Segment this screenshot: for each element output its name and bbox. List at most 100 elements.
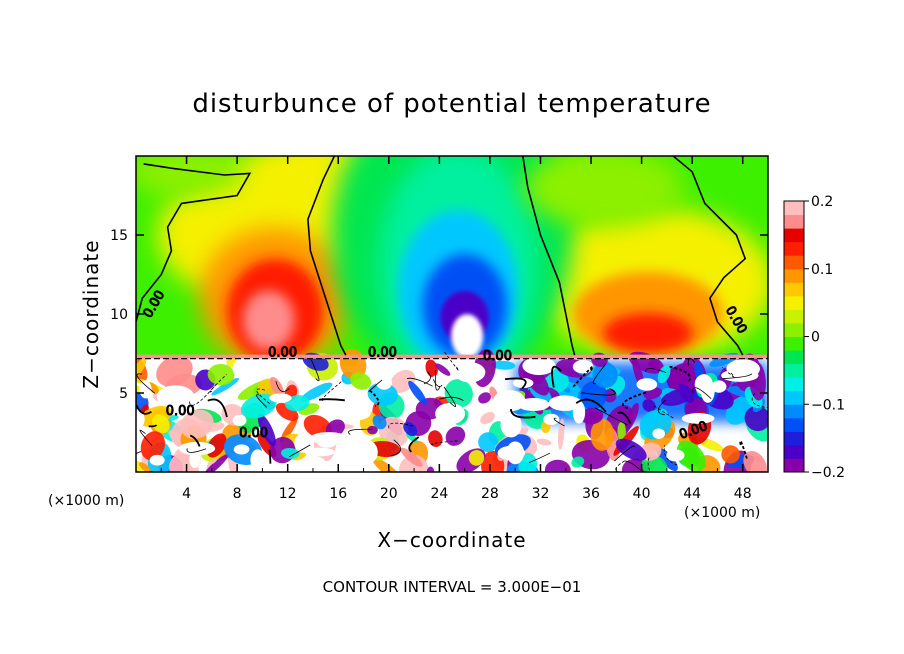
- contour-line: [307, 156, 347, 356]
- colorbar-swatch: [784, 309, 804, 324]
- colorbar-swatch: [784, 201, 804, 216]
- colorbar-swatch: [784, 255, 804, 270]
- field-blob: [201, 453, 229, 472]
- contour-line: [739, 440, 749, 461]
- x-tick-label: 40: [633, 486, 651, 502]
- field-blob: [444, 379, 473, 408]
- colorbar-swatch: [784, 390, 804, 405]
- contour-line: [311, 359, 320, 382]
- field-blob: [721, 369, 759, 382]
- field-blob: [140, 431, 166, 461]
- field-blob: [149, 454, 165, 466]
- field-blob: [493, 390, 526, 412]
- contour-line: [275, 381, 290, 392]
- x-tick-label: 48: [734, 486, 752, 502]
- upper-field: [136, 156, 768, 387]
- field-blob: [468, 450, 485, 466]
- colorbar-swatch: [784, 268, 804, 283]
- field-blob: [656, 447, 678, 472]
- contour-line: [622, 391, 647, 410]
- field-blob: [304, 447, 335, 457]
- x-tick-label: 32: [532, 486, 550, 502]
- contour-line: [207, 398, 228, 418]
- x-axis-label: X−coordinate: [377, 528, 526, 552]
- contour-line: [645, 368, 667, 373]
- field-blob: [648, 359, 661, 370]
- contour-line: [390, 439, 402, 457]
- contour-line: [692, 387, 712, 399]
- field-blob: [592, 362, 618, 388]
- field-blob: [139, 380, 152, 399]
- colorbar-swatch: [784, 444, 804, 459]
- field-blob: [136, 357, 147, 382]
- contour-line: [136, 163, 252, 323]
- contour-line: [189, 434, 201, 447]
- chart-title: disturbunce of potential temperature: [192, 89, 711, 119]
- colorbar-swatch: [784, 404, 804, 419]
- field-blob: [500, 412, 522, 438]
- field-blob: [136, 156, 247, 197]
- contour-line: [289, 444, 311, 458]
- field-blob: [571, 456, 585, 468]
- contour-line: [136, 404, 152, 415]
- colorbar-tick-label: 0.2: [811, 194, 833, 210]
- field-blob: [512, 378, 534, 389]
- contour-line: [722, 373, 753, 380]
- lower-field: [136, 348, 768, 472]
- interface-band: [136, 354, 768, 359]
- contour-line: [553, 417, 565, 427]
- contour-line: [189, 382, 218, 406]
- field-blob: [681, 413, 715, 424]
- field-blob: [676, 440, 706, 472]
- colorbar-swatch: [784, 214, 804, 229]
- field-blob: [281, 447, 300, 459]
- field-blob: [603, 388, 617, 403]
- field-blob: [367, 425, 378, 435]
- colorbar-swatch: [784, 458, 804, 473]
- field-blob: [390, 369, 416, 393]
- colorbar-swatch: [784, 322, 804, 337]
- field-blob: [269, 376, 285, 398]
- colorbar-tick-label: 0.1: [811, 262, 833, 278]
- x-tick-label: 4: [182, 486, 191, 502]
- field-blob: [310, 432, 348, 445]
- x-tick-label: 36: [582, 486, 600, 502]
- contour-line: [575, 398, 607, 413]
- field-blob: [294, 433, 312, 453]
- field-blob: [152, 414, 170, 434]
- field-blob: [590, 418, 615, 451]
- contour-line: [721, 367, 735, 378]
- contour-line: [320, 379, 344, 402]
- field-blob: [180, 409, 214, 439]
- contour-line: [504, 377, 527, 390]
- field-blob: [257, 413, 276, 447]
- x-tick-label: 28: [481, 486, 499, 502]
- contour-line: [434, 369, 441, 391]
- contour-line: [443, 350, 460, 372]
- field-blob: [678, 383, 695, 403]
- x-tick-label: 8: [233, 486, 242, 502]
- contour-line: [647, 457, 652, 472]
- x-tick-label: 44: [683, 486, 701, 502]
- contour-line: [256, 388, 271, 405]
- field-blob: [694, 374, 713, 395]
- field-blob: [478, 432, 498, 452]
- field-blob: [615, 438, 647, 461]
- field-blob: [572, 359, 594, 374]
- x-unit-right: (×1000 m): [684, 505, 760, 521]
- contour-line: [622, 460, 644, 472]
- field-blob: [435, 363, 451, 376]
- contour-line: [595, 407, 628, 426]
- x-tick-label: 12: [279, 486, 297, 502]
- field-blob: [211, 377, 240, 396]
- field-blob: [431, 374, 448, 384]
- contour-line: [139, 429, 153, 447]
- contour-line: [657, 399, 667, 416]
- field-blob: [657, 365, 671, 384]
- contour-line: [136, 373, 156, 394]
- colorbar-swatch: [784, 282, 804, 297]
- field-blob: [400, 447, 423, 467]
- contour-line: [551, 365, 562, 388]
- x-tick-label: 16: [329, 486, 347, 502]
